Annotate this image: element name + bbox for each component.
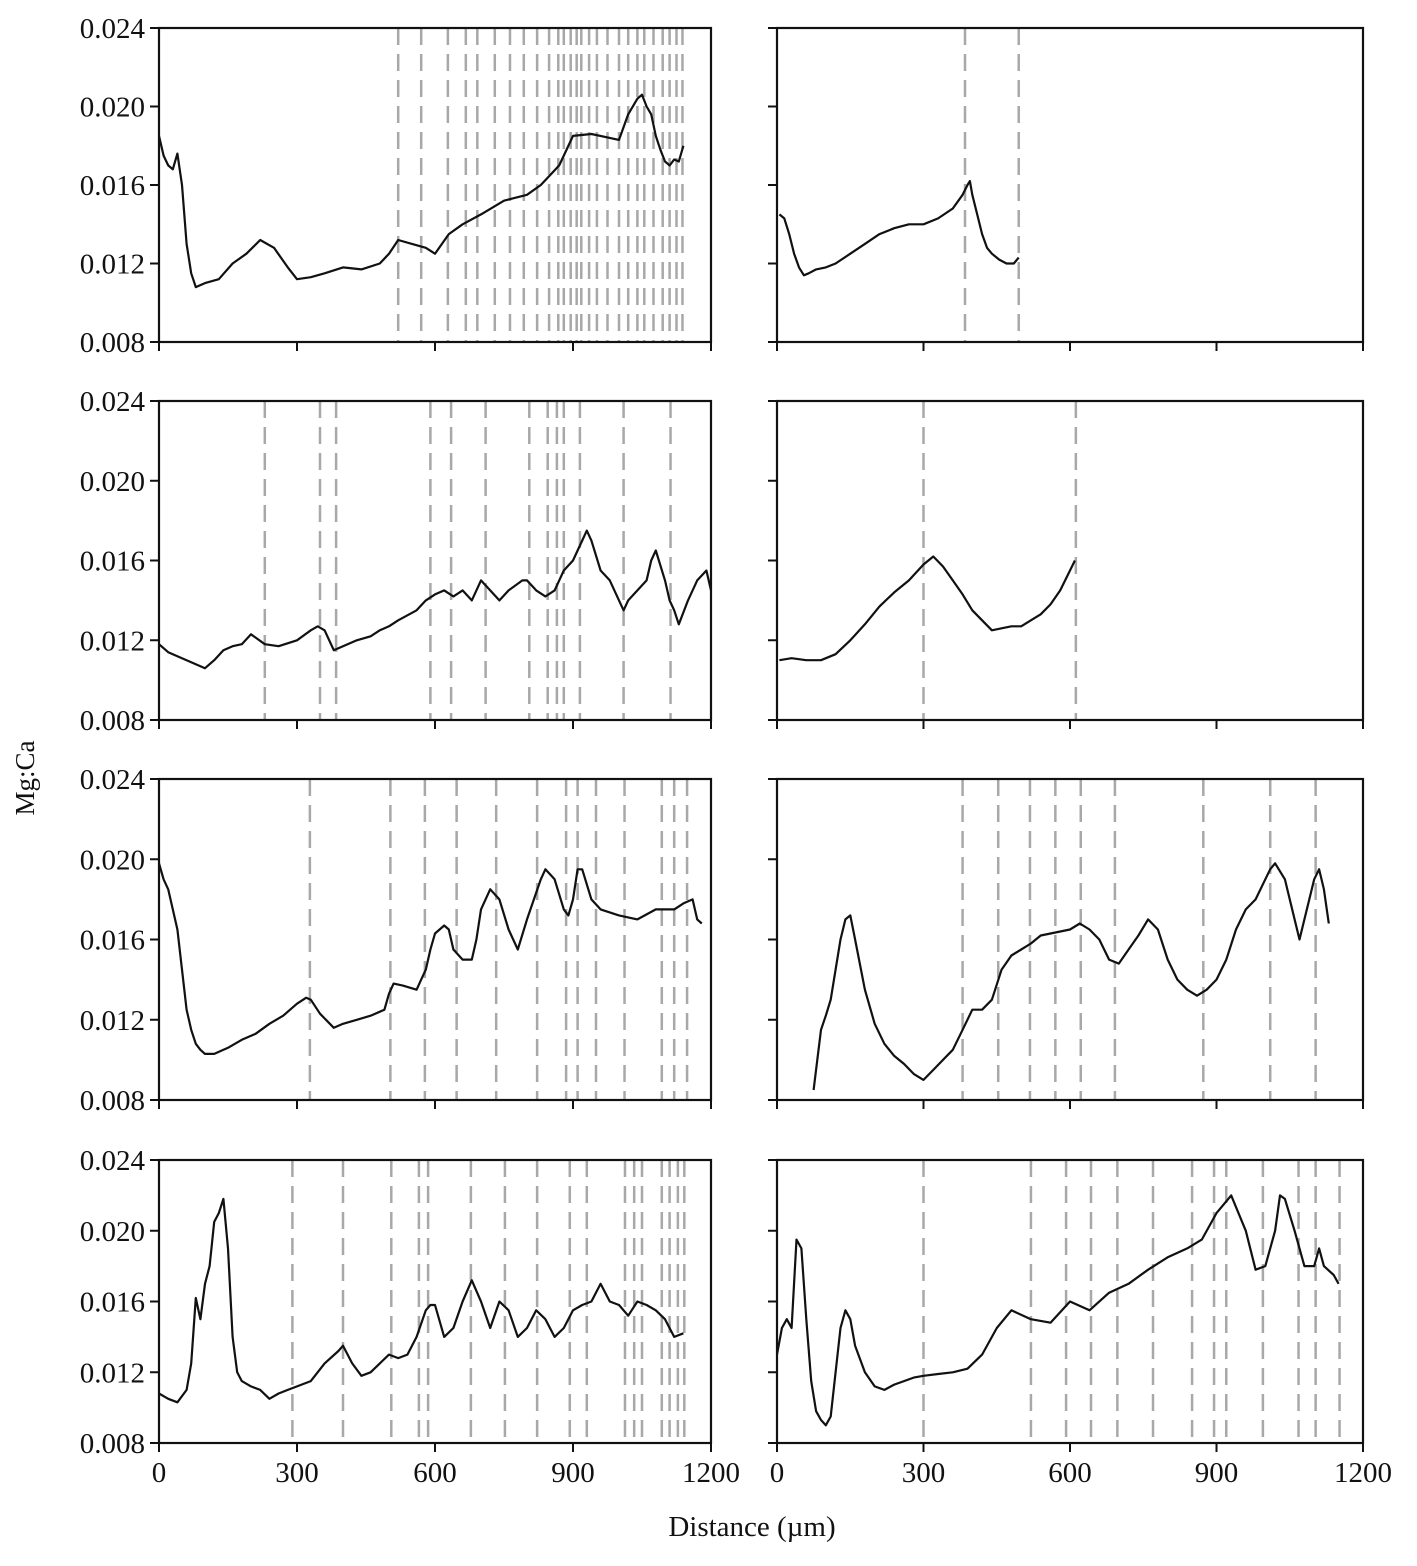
y-tick-label: 0.024 [80, 13, 146, 45]
y-tick-label: 0.012 [80, 249, 145, 281]
data-series-line [812, 862, 1330, 1091]
y-tick-label: 0.024 [80, 764, 146, 796]
panel-6 [768, 777, 1365, 1109]
data-series-line [158, 529, 713, 670]
x-tick-label: 600 [413, 1457, 457, 1489]
panel-2 [768, 26, 1365, 351]
y-tick-label: 0.020 [80, 844, 145, 876]
y-tick-label: 0.024 [80, 1145, 146, 1177]
x-tick-label: 0 [152, 1457, 167, 1489]
data-series-line [158, 1197, 684, 1404]
y-axis-label: Mg:Ca [10, 740, 40, 815]
y-tick-label: 0.020 [80, 92, 145, 124]
x-tick-label: 900 [551, 1457, 595, 1489]
x-tick-label: 300 [902, 1457, 946, 1489]
y-tick-label: 0.020 [80, 1216, 145, 1248]
x-axis-label: Distance (µm) [668, 1511, 835, 1543]
y-tick-label: 0.008 [80, 1085, 145, 1117]
y-tick-label: 0.016 [80, 1287, 145, 1319]
data-series-line [778, 180, 1020, 277]
y-tick-label: 0.012 [80, 625, 145, 657]
y-tick-label: 0.012 [80, 1005, 145, 1037]
x-tick-label: 900 [1195, 1457, 1239, 1489]
y-tick-label: 0.016 [80, 546, 145, 578]
data-series-line [157, 862, 703, 1055]
data-series-line [157, 93, 685, 289]
x-tick-label: 1200 [682, 1457, 740, 1489]
y-tick-label: 0.008 [80, 327, 145, 359]
panels-layer: 0.008 0.012 0.016 0.020 0.024 0.008 0.012 0.016… [80, 13, 1392, 1489]
x-tick-label: 600 [1048, 1457, 1092, 1489]
y-tick-label: 0.020 [80, 466, 145, 498]
panel-7: 0.008 0.012 0.016 0.020 0.024 0 300 600 900 1200 [80, 1145, 740, 1489]
x-tick-label: 300 [275, 1457, 319, 1489]
y-tick-label: 0.012 [80, 1357, 145, 1389]
panel-8: 0 300 600 900 1200 [768, 1158, 1392, 1489]
y-tick-label: 0.008 [80, 705, 145, 737]
panel-3: 0.008 0.012 0.016 0.020 0.024 [80, 386, 713, 737]
y-tick-label: 0.024 [80, 386, 146, 418]
y-tick-label: 0.016 [80, 925, 145, 957]
panel-5: 0.008 0.012 0.016 0.020 0.024 [80, 764, 713, 1117]
data-series-line [775, 1194, 1340, 1427]
data-series-line [779, 555, 1076, 662]
y-tick-label: 0.008 [80, 1428, 145, 1460]
panel-1: 0.008 0.012 0.016 0.020 0.024 [80, 13, 713, 359]
x-tick-label: 0 [770, 1457, 785, 1489]
panel-4 [768, 399, 1365, 729]
y-tick-label: 0.016 [80, 170, 145, 202]
x-tick-label: 1200 [1334, 1457, 1392, 1489]
